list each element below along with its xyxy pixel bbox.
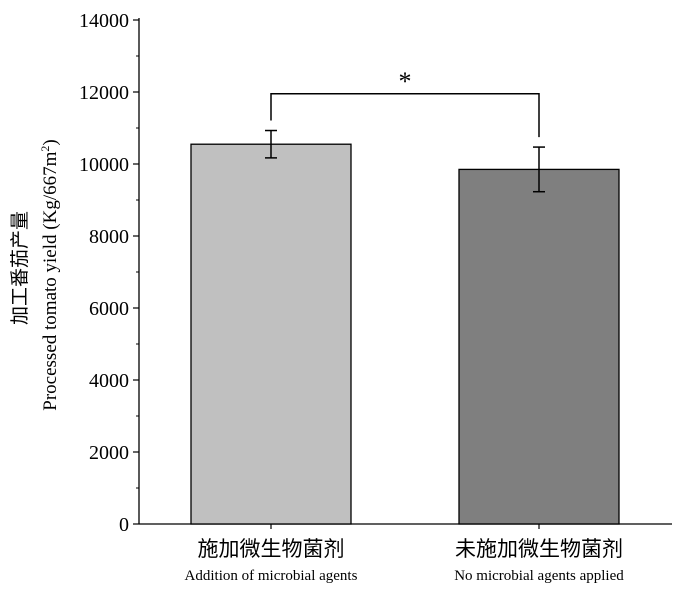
error-bars: [265, 129, 545, 193]
y-axis-label-en-sup: 2: [38, 146, 52, 152]
bars: [190, 143, 620, 525]
x-axis-labels: 施加微生物菌剂 Addition of microbial agents 未施加微生…: [185, 537, 625, 584]
y-axis-label-en: Processed tomato yield (Kg/667m2): [38, 139, 61, 410]
significance-bracket: [270, 93, 540, 138]
y-tick-label: 4000: [89, 370, 129, 392]
y-tick-label: 2000: [89, 442, 129, 464]
y-axis-label-zh: 加工番茄产量: [9, 211, 31, 325]
y-tick-label: 0: [119, 514, 129, 536]
y-tick-label: 12000: [79, 82, 129, 104]
bar: [190, 143, 352, 525]
y-axis-label-en-close: ): [40, 139, 61, 145]
y-tick-label: 8000: [89, 226, 129, 248]
x-tick-label-en: No microbial agents applied: [454, 568, 624, 584]
significance-marker: *: [399, 67, 412, 96]
significance-annotation: *: [270, 67, 540, 138]
y-tick-label: 14000: [79, 10, 129, 32]
y-tick-label: 6000: [89, 298, 129, 320]
y-axis-label-en-main: Processed tomato yield (Kg/667m: [40, 151, 61, 410]
y-tick-label: 10000: [79, 154, 129, 176]
x-tick-label-zh: 施加微生物菌剂: [198, 537, 345, 561]
bar: [458, 168, 620, 525]
axes: 0 2000 4000 6000 8000 10000 12000 14000: [79, 10, 672, 536]
x-tick-label-en: Addition of microbial agents: [185, 568, 358, 584]
x-tick-label-zh: 未施加微生物菌剂: [455, 537, 623, 561]
